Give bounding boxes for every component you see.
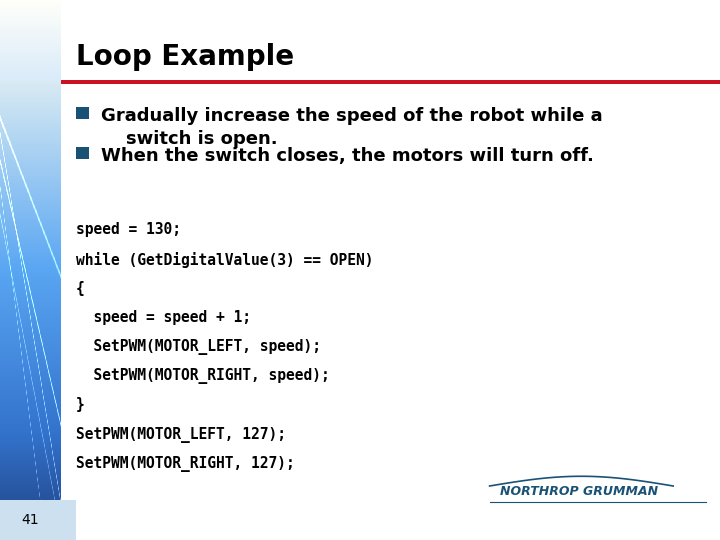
Text: SetPWM(MOTOR_RIGHT, speed);: SetPWM(MOTOR_RIGHT, speed); [76, 368, 329, 384]
Bar [76, 107, 89, 119]
Text: {: { [76, 281, 84, 296]
Text: speed = speed + 1;: speed = speed + 1; [76, 310, 251, 325]
Text: SetPWM(MOTOR_LEFT, 127);: SetPWM(MOTOR_LEFT, 127); [76, 427, 286, 443]
Bar [0, 500, 76, 540]
Text: SetPWM(MOTOR_RIGHT, 127);: SetPWM(MOTOR_RIGHT, 127); [76, 456, 294, 472]
Text: speed = 130;: speed = 130; [76, 222, 181, 238]
Text: 41: 41 [22, 513, 40, 527]
Text: SetPWM(MOTOR_LEFT, speed);: SetPWM(MOTOR_LEFT, speed); [76, 339, 320, 355]
Text: When the switch closes, the motors will turn off.: When the switch closes, the motors will … [101, 147, 594, 165]
Text: }: } [76, 397, 84, 413]
Text: Loop Example: Loop Example [76, 43, 294, 71]
Bar [76, 147, 89, 159]
Text: while (GetDigitalValue(3) == OPEN): while (GetDigitalValue(3) == OPEN) [76, 252, 373, 268]
Text: NORTHROP GRUMMAN: NORTHROP GRUMMAN [500, 485, 659, 498]
Text: Gradually increase the speed of the robot while a
    switch is open.: Gradually increase the speed of the robo… [101, 107, 603, 148]
Bar [61, 80, 720, 84]
